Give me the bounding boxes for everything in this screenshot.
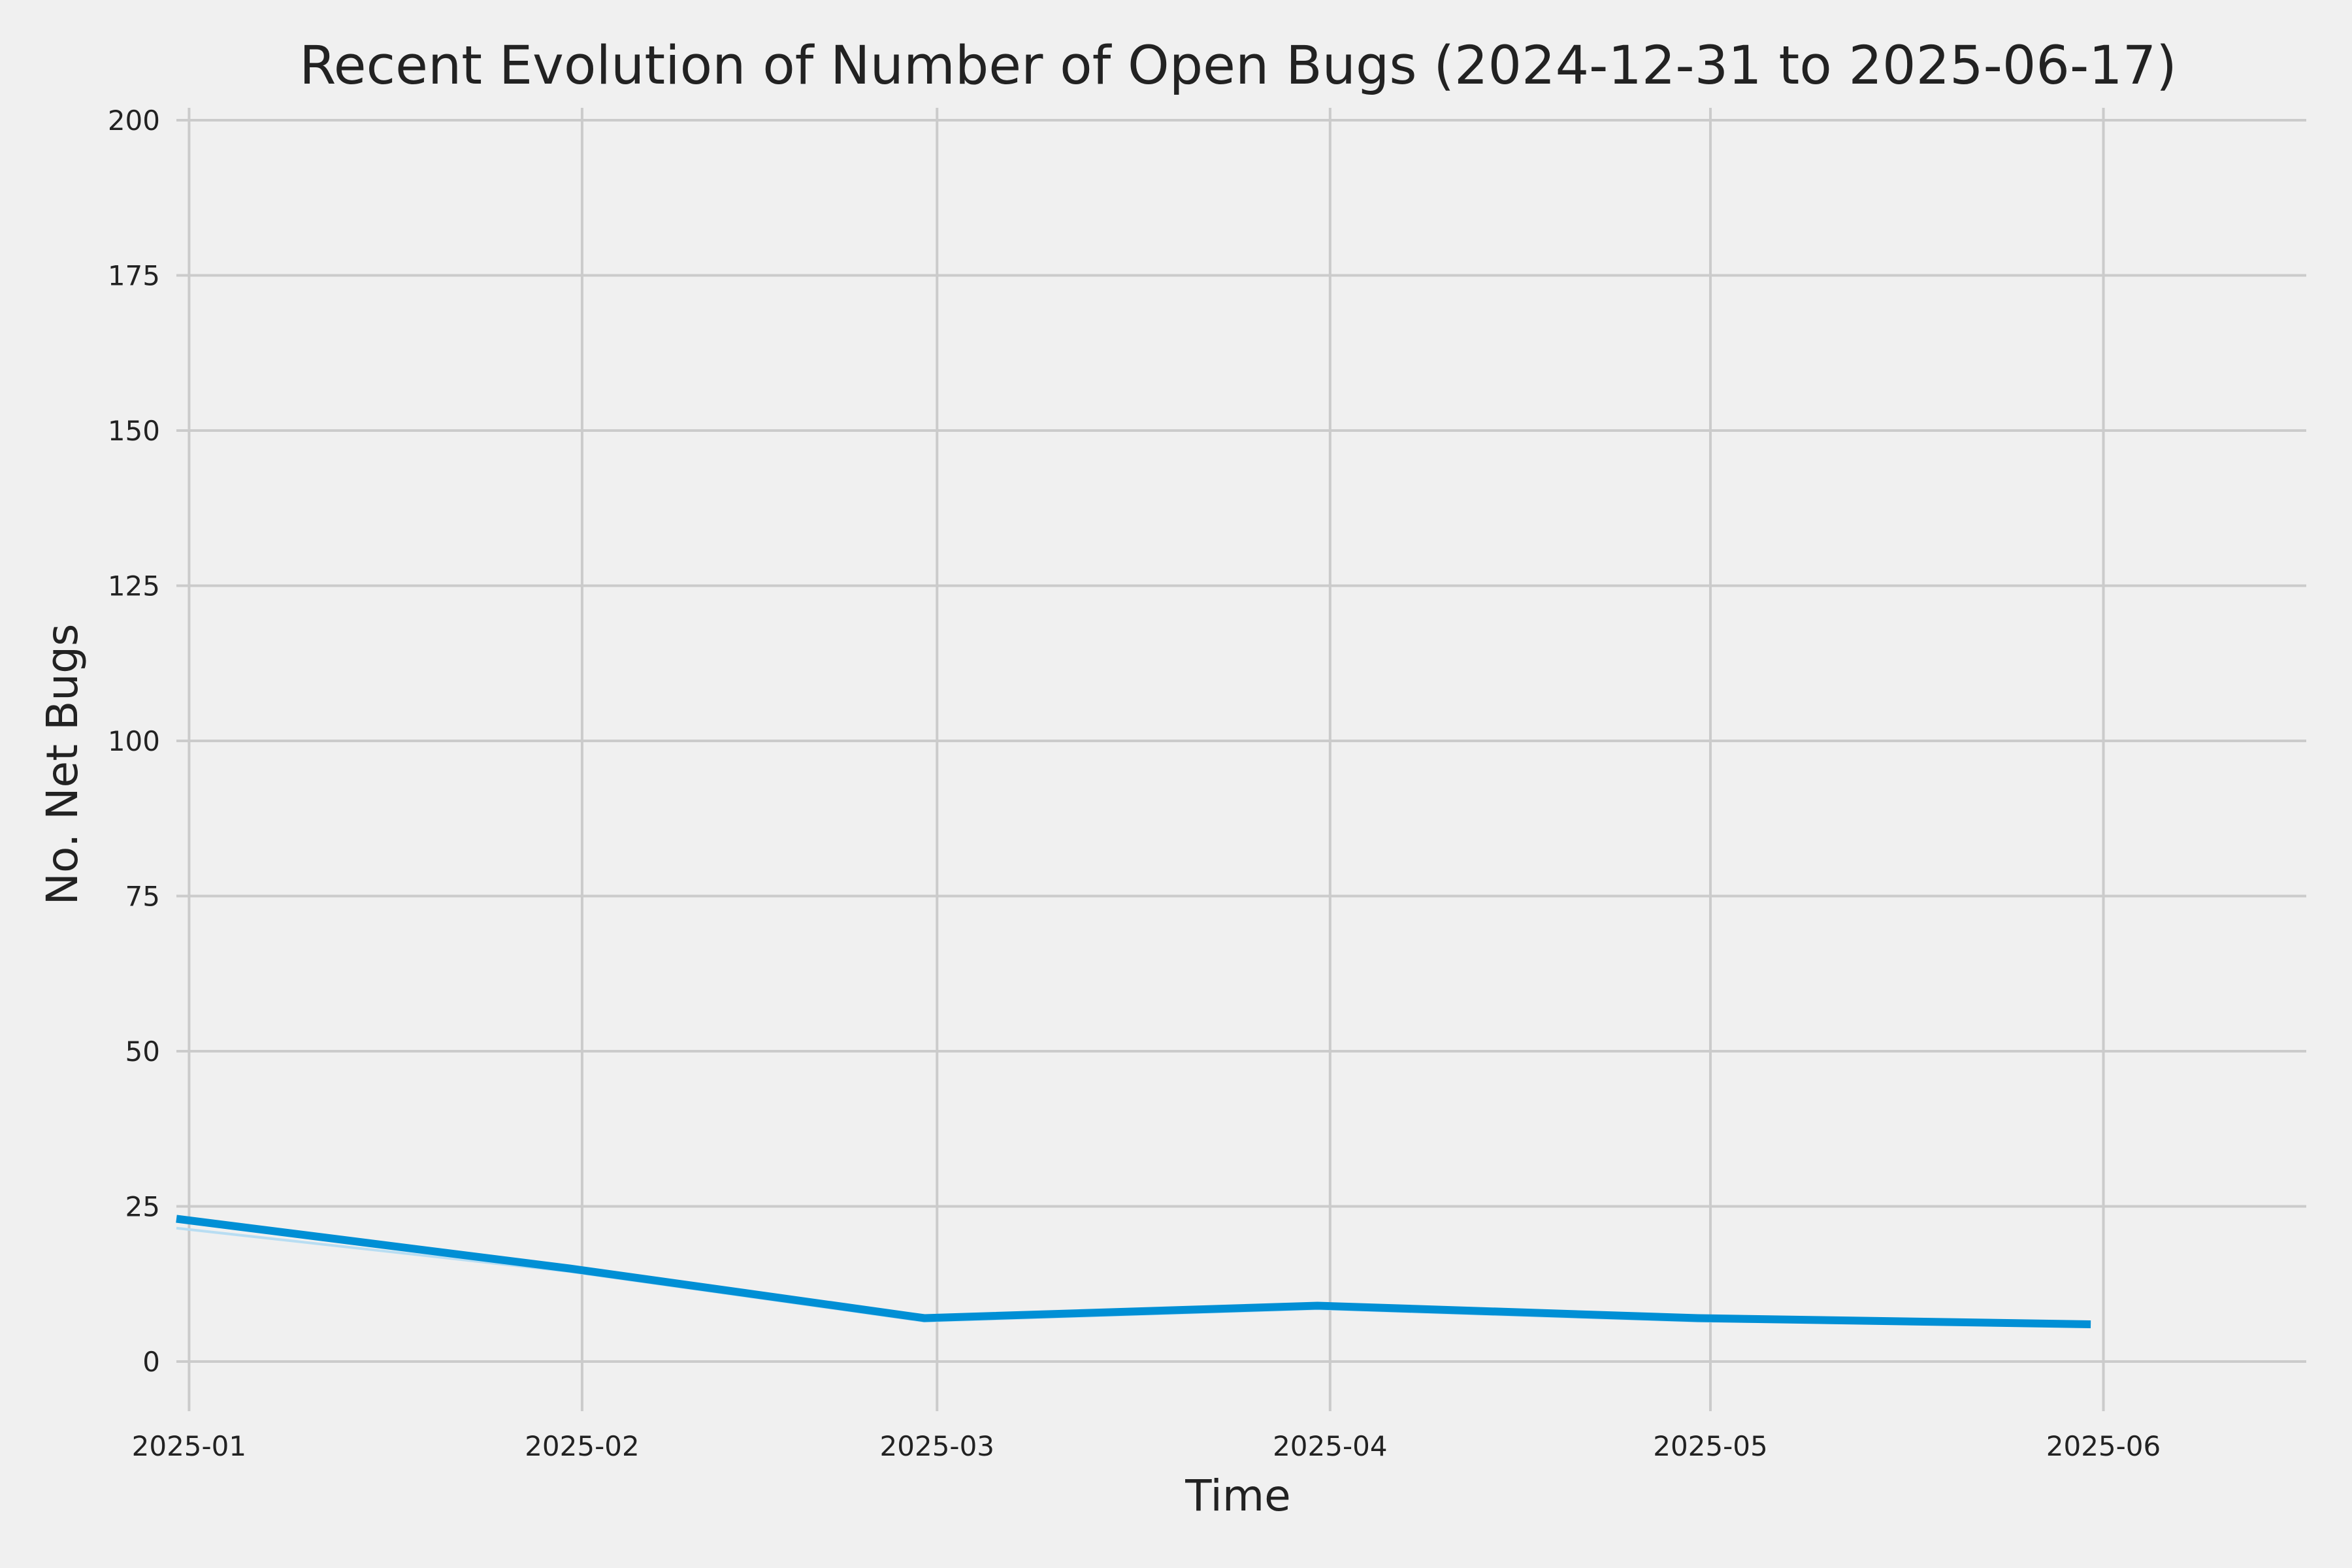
y-tick-label: 150 — [108, 415, 160, 447]
x-tick-label: 2025-02 — [525, 1430, 640, 1462]
x-tick-label: 2025-06 — [2046, 1430, 2161, 1462]
x-tick-label: 2025-05 — [1653, 1430, 1768, 1462]
x-tick-label: 2025-03 — [880, 1430, 995, 1462]
y-tick-label: 50 — [125, 1036, 160, 1068]
y-tick-label: 125 — [108, 570, 160, 602]
y-axis-label: No. Net Bugs — [37, 624, 88, 906]
series-line-main — [176, 1215, 2091, 1328]
y-tick-label: 0 — [142, 1346, 160, 1378]
x-tick-label: 2025-04 — [1273, 1430, 1388, 1462]
y-tick-labels: 0 25 50 75 100 125 150 175 200 — [108, 105, 160, 1378]
y-tick-label: 175 — [108, 260, 160, 292]
grid-lines — [176, 108, 2306, 1411]
x-axis-label: Time — [1184, 1471, 1291, 1521]
series-lines — [176, 1215, 2091, 1328]
y-tick-label: 75 — [125, 881, 160, 913]
y-tick-label: 100 — [108, 725, 160, 757]
x-tick-labels: 2025-01 2025-02 2025-03 2025-04 2025-05 2025-… — [132, 1430, 2161, 1462]
y-tick-label: 25 — [125, 1191, 160, 1223]
chart-title: Recent Evolution of Number of Open Bugs … — [299, 35, 2177, 97]
y-tick-label: 200 — [108, 105, 160, 137]
x-tick-label: 2025-01 — [132, 1430, 247, 1462]
